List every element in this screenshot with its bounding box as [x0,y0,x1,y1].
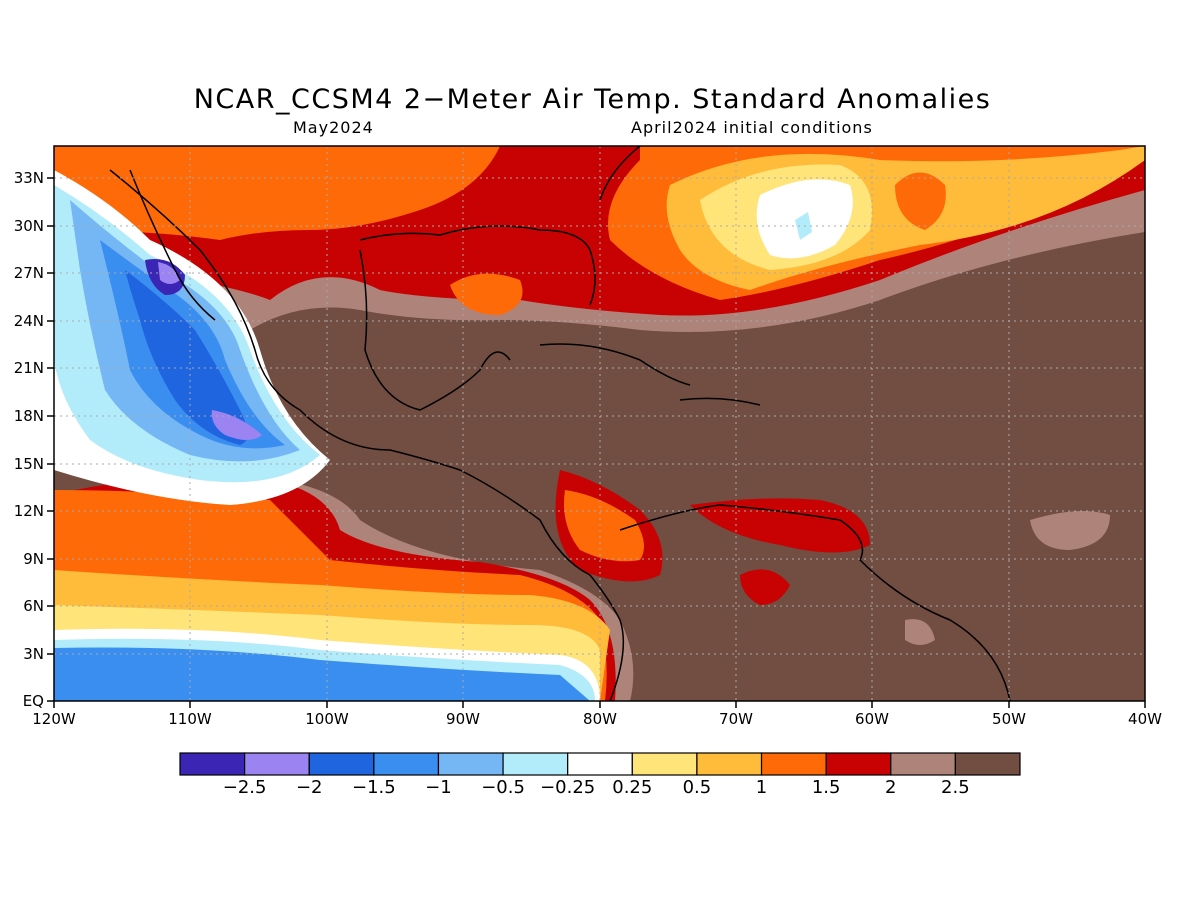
colorbar-label: −2 [295,777,323,798]
colorbar-label: −0.5 [481,777,525,798]
lat-label-18n: 18N [13,407,44,425]
colorbar-label: 1.5 [811,777,841,798]
colorbar-label: −2.5 [222,777,267,798]
lon-label-40w: 40W [1128,710,1162,728]
cuba [539,343,691,386]
colorbar-label: 1 [755,777,768,798]
field-red-inland [740,569,790,605]
colorbar-swatch [631,752,698,776]
lat-label-21n: 21N [13,359,44,377]
field-red-venezuela [690,498,870,553]
field-tan-guiana [905,619,935,645]
colorbar-label: −1 [425,777,452,798]
lat-label-27n: 27N [13,264,44,282]
colorbar-swatch [954,752,1021,776]
lat-label-24n: 24N [13,312,44,330]
field-violet-south [211,410,262,440]
colorbar-swatch [890,752,956,776]
field-tan-atlantic [1030,511,1110,550]
lon-label-50w: 50W [992,710,1026,728]
colorbar-swatch [244,752,310,776]
colorbar-label: 2.5 [941,777,970,798]
initial-conditions-label: April2024 initial conditions [631,118,873,137]
field-blue-pacific [54,647,590,701]
tick-marks [47,177,1146,708]
lon-label-120w: 120W [32,710,76,728]
lat-label-30n: 30N [13,217,44,235]
field-orange-gulf [450,273,523,315]
colorbar-label: −1.5 [351,777,396,798]
lat-label-3n: 3N [23,645,44,663]
valid-month-label: May2024 [293,118,374,137]
lat-label-eq: EQ [22,692,44,710]
mexico-gulf-coast [359,249,511,411]
map-title: NCAR_CCSM4 2−Meter Air Temp. Standard An… [193,84,992,115]
colorbar-swatch [179,752,246,776]
colorbar-swatch [825,752,892,776]
colorbar-swatch [308,752,375,776]
lat-label-9n: 9N [23,550,44,568]
colorbar-swatch [502,752,569,776]
baja-peninsula [129,169,216,321]
lon-label-100w: 100W [305,710,349,728]
lon-label-60w: 60W [855,710,889,728]
lat-label-12n: 12N [13,502,44,520]
atlantic-coast [599,146,641,201]
lon-label-80w: 80W [583,710,617,728]
colorbar [179,752,1021,776]
hispaniola [679,397,761,406]
colorbar-label: 2 [885,777,897,798]
colorbar-swatch [696,752,763,776]
field-orange-spot [895,172,946,230]
colorbar-label: 0.25 [612,777,653,798]
pacific-coastline [109,169,625,701]
gulf-coast [359,225,596,306]
lat-label-33n: 33N [13,169,44,187]
graticule [54,146,1145,701]
lon-label-110w: 110W [168,710,212,728]
colorbar-label: −0.25 [540,777,596,798]
lon-label-90w: 90W [446,710,480,728]
field-pale-blue-north [795,212,812,240]
field-orange-panama [564,490,644,562]
lat-label-6n: 6N [23,597,44,615]
lat-label-15n: 15N [13,455,44,473]
south-america-north-coast [619,504,1011,701]
colorbar-swatch [373,752,440,776]
coastlines [109,146,1011,701]
colorbar-label: 0.5 [682,777,712,798]
colorbar-swatch [760,752,827,776]
colorbar-swatch [567,752,633,776]
colorbar-swatch [437,752,504,776]
field-blue-baja [125,270,248,445]
lon-label-70w: 70W [719,710,753,728]
